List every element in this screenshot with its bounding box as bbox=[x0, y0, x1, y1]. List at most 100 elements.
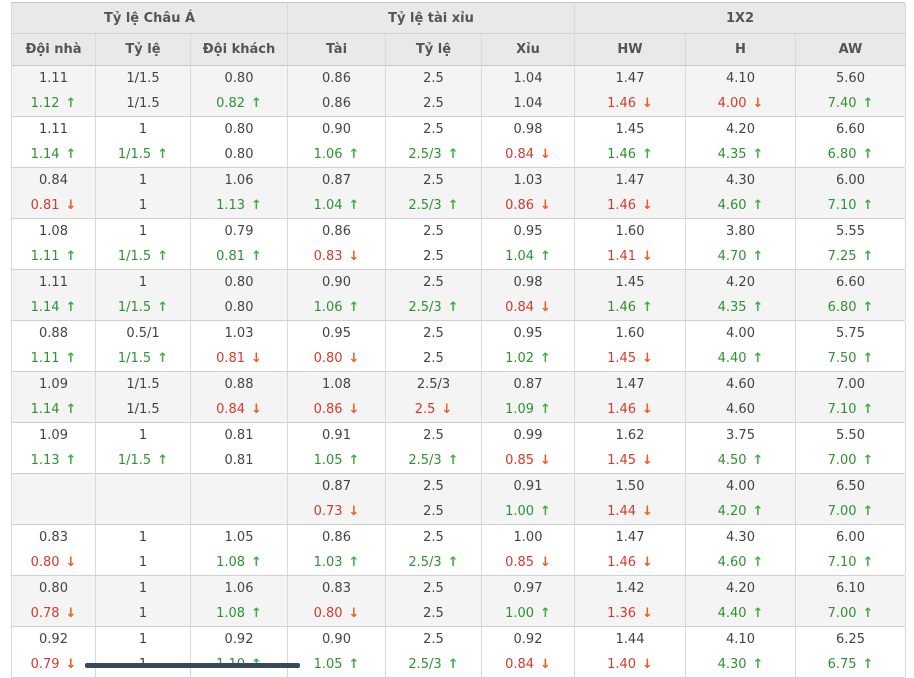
odds-cell: 1 bbox=[96, 525, 191, 550]
odds-value: 0.88 bbox=[224, 377, 254, 392]
odds-cell: 0.80 bbox=[191, 142, 288, 167]
odds-value: 1.03 bbox=[313, 555, 343, 570]
odds-cell: 0.86 ↓ bbox=[288, 397, 386, 422]
odds-value: 6.00 bbox=[836, 530, 865, 545]
odds-value: 5.75 bbox=[836, 326, 865, 341]
odds-cell: 1/1.5 ↑ bbox=[96, 346, 191, 371]
odds-value: 0.86 bbox=[313, 402, 343, 417]
trend-down-icon: ↓ bbox=[642, 555, 653, 570]
horizontal-scrollbar-thumb[interactable] bbox=[85, 663, 300, 668]
odds-value: 6.75 bbox=[827, 657, 857, 672]
odds-value: 4.70 bbox=[717, 249, 747, 264]
odds-value: 0.87 bbox=[513, 377, 543, 392]
odds-value: 2.5 bbox=[414, 402, 436, 417]
odds-cell: 0.86 bbox=[288, 219, 386, 244]
odds-value: 7.25 bbox=[827, 249, 857, 264]
odds-value: 1.13 bbox=[30, 453, 60, 468]
odds-value: 0.85 bbox=[505, 453, 535, 468]
section-header-row: Tỷ lệ Châu Á Tỷ lệ tài xỉu 1X2 bbox=[11, 2, 906, 34]
odds-value: 2.5 bbox=[423, 581, 444, 596]
trend-down-icon: ↓ bbox=[642, 657, 653, 672]
odds-value: 1.05 bbox=[313, 453, 343, 468]
odds-cell: 4.60 ↑ bbox=[686, 550, 796, 575]
odds-cell: 6.00 bbox=[796, 525, 906, 550]
trend-up-icon: ↑ bbox=[65, 96, 77, 111]
odds-cell: 2.5 bbox=[386, 244, 482, 269]
odds-line-previous: 0.92 1 0.92 0.90 2.5 0.92 1.44 4.10 6.25 bbox=[12, 627, 906, 652]
trend-up-icon: ↑ bbox=[862, 402, 874, 417]
trend-up-icon: ↑ bbox=[251, 555, 262, 570]
odds-cell: 2.5 bbox=[386, 423, 482, 448]
odds-cell: 1.14 ↑ bbox=[12, 397, 96, 422]
odds-cell: 0.92 bbox=[191, 627, 288, 652]
trend-down-icon: ↓ bbox=[65, 657, 77, 672]
odds-value: 0.80 bbox=[224, 275, 254, 290]
odds-value: 1 bbox=[138, 224, 148, 239]
odds-value: 4.00 bbox=[717, 96, 747, 111]
trend-down-icon: ↓ bbox=[642, 249, 653, 264]
odds-cell: 0.79 bbox=[191, 219, 288, 244]
odds-cell: 1 bbox=[96, 423, 191, 448]
odds-cell: 1.47 bbox=[575, 372, 686, 397]
trend-down-icon: ↓ bbox=[642, 351, 653, 366]
odds-value: 1 bbox=[138, 428, 148, 443]
odds-cell: 4.40 ↑ bbox=[686, 346, 796, 371]
odds-value: 0.85 bbox=[505, 555, 535, 570]
odds-cell: 0.87 bbox=[482, 372, 575, 397]
odds-cell: 7.10 ↑ bbox=[796, 193, 906, 218]
odds-cell: 6.80 ↑ bbox=[796, 295, 906, 320]
odds-value: 1.00 bbox=[505, 504, 535, 519]
odds-cell: 2.5 bbox=[386, 321, 482, 346]
trend-up-icon: ↑ bbox=[447, 555, 459, 570]
odds-value: 1.47 bbox=[615, 530, 645, 545]
odds-value: 4.20 bbox=[726, 122, 755, 137]
trend-down-icon: ↓ bbox=[642, 198, 653, 213]
trend-up-icon: ↑ bbox=[157, 453, 169, 468]
odds-cell: 1 bbox=[96, 168, 191, 193]
odds-cell: 1.11 ↑ bbox=[12, 244, 96, 269]
section-header-1x2: 1X2 bbox=[575, 3, 906, 34]
odds-value: 2.5 bbox=[423, 326, 444, 341]
odds-value: 0.91 bbox=[322, 428, 351, 443]
odds-line-previous: 0.84 1 1.06 0.87 2.5 1.03 1.47 4.30 6.00 bbox=[12, 168, 906, 193]
trend-down-icon: ↓ bbox=[540, 453, 551, 468]
table-row-group: 0.9210.920.902.50.921.444.106.250.79↓11.… bbox=[11, 627, 906, 678]
odds-cell: 1 bbox=[96, 117, 191, 142]
odds-cell: 1.06 ↑ bbox=[288, 142, 386, 167]
odds-value: 7.10 bbox=[827, 402, 857, 417]
odds-cell: 6.00 bbox=[796, 168, 906, 193]
odds-cell: 1.45 ↓ bbox=[575, 448, 686, 473]
odds-cell: 1/1.5 ↑ bbox=[96, 295, 191, 320]
trend-up-icon: ↑ bbox=[752, 351, 764, 366]
odds-value: 0.87 bbox=[322, 479, 351, 494]
odds-value: 2.5/3 bbox=[416, 377, 451, 392]
odds-cell: 1.06 bbox=[191, 168, 288, 193]
section-header-asian-handicap: Tỷ lệ Châu Á bbox=[12, 3, 288, 34]
odds-line-previous: 1.11 1 0.80 0.90 2.5 0.98 1.45 4.20 6.60 bbox=[12, 270, 906, 295]
odds-value: 2.5 bbox=[423, 479, 444, 494]
odds-value: 1.11 bbox=[30, 351, 60, 366]
odds-value: 1/1.5 bbox=[117, 249, 152, 264]
odds-cell: 1.04 bbox=[482, 91, 575, 116]
odds-cell: 2.5 bbox=[386, 499, 482, 524]
odds-cell: 0.84 ↓ bbox=[482, 295, 575, 320]
odds-value: 4.35 bbox=[717, 147, 747, 162]
trend-up-icon: ↑ bbox=[447, 300, 459, 315]
odds-line-previous: 1.09 1 0.81 0.91 2.5 0.99 1.62 3.75 5.50 bbox=[12, 423, 906, 448]
odds-cell: 0.80 bbox=[191, 295, 288, 320]
odds-value: 6.80 bbox=[827, 300, 857, 315]
trend-up-icon: ↑ bbox=[752, 657, 764, 672]
trend-down-icon: ↓ bbox=[348, 402, 360, 417]
table-row-group: 0.80 1 1.06 0.83 2.5 0.97 1.42 4.20 6.10 0.78 ↓ 1 1.… bbox=[11, 576, 906, 627]
odds-line-current: 0.73 ↓ 2.5 1.00 ↑ 1.44 ↓ 4.20 ↑ 7.00 ↑ bbox=[12, 499, 906, 524]
odds-value: 1.14 bbox=[30, 300, 60, 315]
odds-cell: 1.40 ↓ bbox=[575, 652, 686, 677]
odds-value: 1.45 bbox=[615, 275, 645, 290]
odds-value: 1.44 bbox=[615, 632, 645, 647]
odds-value: 2.5/3 bbox=[408, 147, 442, 162]
column-header-hw: HW bbox=[575, 34, 686, 66]
odds-value: 0.86 bbox=[505, 198, 535, 213]
odds-value: 4.60 bbox=[717, 198, 747, 213]
trend-up-icon: ↑ bbox=[540, 402, 551, 417]
odds-value: 1.46 bbox=[607, 402, 637, 417]
